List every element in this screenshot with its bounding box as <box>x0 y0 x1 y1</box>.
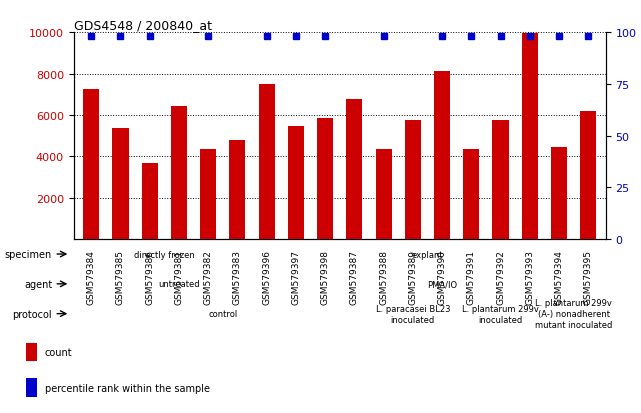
Text: L. plantarum 299v
inoculated: L. plantarum 299v inoculated <box>462 304 539 324</box>
Bar <box>463 150 479 240</box>
Text: control: control <box>208 309 237 318</box>
Text: specimen: specimen <box>5 249 52 259</box>
Bar <box>26 378 37 397</box>
Bar <box>580 112 596 240</box>
Text: explant: explant <box>412 250 443 259</box>
Text: untreated: untreated <box>158 280 200 289</box>
Bar <box>258 85 275 240</box>
Bar <box>288 127 304 240</box>
Text: protocol: protocol <box>13 309 52 319</box>
Text: PMA/IO: PMA/IO <box>427 280 457 289</box>
Bar <box>317 119 333 240</box>
Bar <box>434 72 450 240</box>
Text: L. paracasei BL23
inoculated: L. paracasei BL23 inoculated <box>376 304 450 324</box>
Bar <box>522 34 538 240</box>
Text: agent: agent <box>24 279 52 289</box>
Text: count: count <box>45 347 72 357</box>
Text: GDS4548 / 200840_at: GDS4548 / 200840_at <box>74 19 212 32</box>
Bar <box>551 148 567 240</box>
Bar <box>229 140 246 240</box>
Text: percentile rank within the sample: percentile rank within the sample <box>45 383 210 393</box>
Bar <box>376 150 392 240</box>
Bar <box>171 106 187 240</box>
Bar <box>112 129 129 240</box>
Bar <box>404 121 421 240</box>
Bar <box>346 100 362 240</box>
Text: directly frozen: directly frozen <box>134 250 195 259</box>
Bar <box>142 163 158 240</box>
Bar <box>200 150 216 240</box>
Bar <box>83 90 99 240</box>
Bar <box>492 121 508 240</box>
Text: L. plantarum 299v
(A-) nonadherent
mutant inoculated: L. plantarum 299v (A-) nonadherent mutan… <box>535 298 612 330</box>
Bar <box>26 343 37 362</box>
